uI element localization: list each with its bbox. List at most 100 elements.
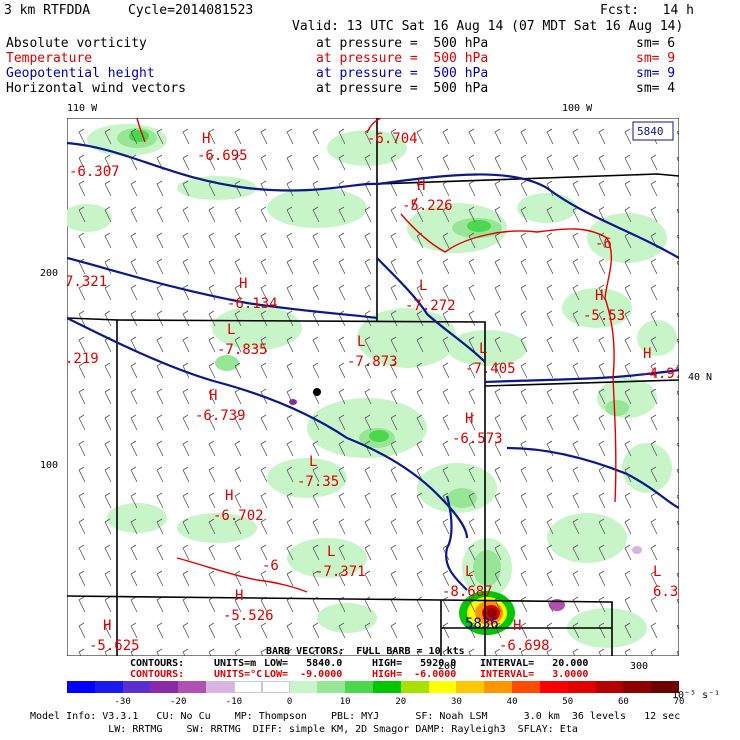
wind-barb xyxy=(208,466,216,483)
wind-barb xyxy=(598,362,606,379)
contour-label: H xyxy=(209,388,217,404)
wind-barb xyxy=(286,336,294,353)
wind-barb xyxy=(312,570,320,587)
wind-barb xyxy=(520,388,528,405)
wind-barb xyxy=(208,362,216,379)
wind-barb xyxy=(468,518,476,535)
contour-label: H xyxy=(202,131,210,147)
contour-label: -5.625 xyxy=(89,638,140,654)
contour-label: H xyxy=(513,618,521,634)
wind-barb xyxy=(78,206,86,223)
wind-barb xyxy=(286,466,294,483)
wind-barb xyxy=(156,362,164,379)
wind-barb xyxy=(624,258,632,275)
wind-barb xyxy=(624,336,632,353)
wind-barb xyxy=(416,518,424,535)
wind-barb xyxy=(156,466,164,483)
wind-barb xyxy=(416,388,424,405)
wind-barb xyxy=(312,544,320,561)
interval-black: INTERVAL= 20.000 xyxy=(480,658,589,669)
contour-label: -5.226 xyxy=(402,198,453,214)
wind-barb xyxy=(650,492,658,509)
wind-barb xyxy=(676,442,679,449)
wind-barb xyxy=(650,362,658,379)
wind-barb xyxy=(442,336,450,353)
wind-barb xyxy=(260,466,268,483)
colorbar-swatch xyxy=(233,681,263,693)
wind-barb xyxy=(546,284,554,301)
wind-barb xyxy=(572,232,580,249)
wind-barb xyxy=(442,232,450,249)
wind-barb xyxy=(104,206,112,223)
field-name: Horizontal wind vectors xyxy=(6,81,187,96)
wind-barb xyxy=(494,388,502,405)
forecast-hour: Fcst: 14 h xyxy=(600,3,694,18)
wind-barb xyxy=(572,466,580,483)
temperature-contours xyxy=(136,118,617,593)
wind-barb xyxy=(572,284,580,301)
wind-barb xyxy=(312,232,320,249)
wind-barb xyxy=(338,518,346,535)
contours-label-red: CONTOURS: xyxy=(130,669,185,680)
wind-barb xyxy=(494,128,502,145)
wind-barb xyxy=(520,362,528,379)
wind-barb xyxy=(286,518,294,535)
wind-barb xyxy=(520,440,528,457)
wind-barb xyxy=(390,622,398,639)
wind-barb xyxy=(442,466,450,483)
wind-barb xyxy=(182,206,190,223)
wind-barb xyxy=(338,180,346,197)
wind-barb xyxy=(234,466,242,483)
wind-barb xyxy=(468,154,476,171)
wind-barb xyxy=(624,414,632,431)
wind-barb xyxy=(650,518,658,535)
wind-barb xyxy=(130,414,138,431)
contour-label: L xyxy=(479,341,487,357)
wind-barb xyxy=(598,648,605,656)
wind-barb xyxy=(390,128,398,145)
wind-barb xyxy=(598,128,606,145)
wind-barb xyxy=(338,154,346,171)
colorbar-swatch xyxy=(67,681,96,693)
wind-barb xyxy=(260,518,268,535)
wind-barb xyxy=(468,648,475,656)
wind-barb xyxy=(104,362,112,379)
wind-barb xyxy=(130,492,138,509)
wind-barb xyxy=(156,206,164,223)
wind-barb xyxy=(442,284,450,301)
wind-barb xyxy=(182,622,190,639)
wind-barb xyxy=(78,232,86,249)
wind-barb xyxy=(494,596,502,613)
low-black: LOW= 5840.0 xyxy=(264,658,343,669)
wind-barb xyxy=(130,284,138,301)
wind-barb xyxy=(676,286,679,293)
contour-label: -7.835 xyxy=(217,342,268,358)
wind-barb xyxy=(364,362,372,379)
wind-barb xyxy=(624,154,632,171)
wind-barb xyxy=(494,362,502,379)
wind-barb xyxy=(338,492,346,509)
wind-barb xyxy=(546,362,554,379)
contour-label: 5836 xyxy=(465,616,499,632)
colorbar-swatch xyxy=(651,681,680,693)
wind-barb xyxy=(390,284,398,301)
wind-barb xyxy=(494,570,502,587)
wind-barb xyxy=(78,570,86,587)
wind-barb xyxy=(182,414,190,431)
wind-barb xyxy=(468,310,476,327)
wind-barb xyxy=(338,362,346,379)
colorbar-swatch xyxy=(484,681,513,693)
colorbar-swatch xyxy=(345,681,374,693)
wind-barb xyxy=(130,388,138,405)
contour-label: L xyxy=(653,564,661,580)
wind-barb xyxy=(104,596,112,613)
wind-barb xyxy=(650,596,658,613)
wind-barb xyxy=(676,546,679,553)
contour-label: H xyxy=(103,618,111,634)
wind-barb xyxy=(78,310,86,327)
wind-barb xyxy=(364,492,372,509)
wind-barb xyxy=(442,206,450,223)
wind-barb xyxy=(208,570,216,587)
wind-barb xyxy=(494,154,502,171)
contour-label: -6 xyxy=(262,558,279,574)
